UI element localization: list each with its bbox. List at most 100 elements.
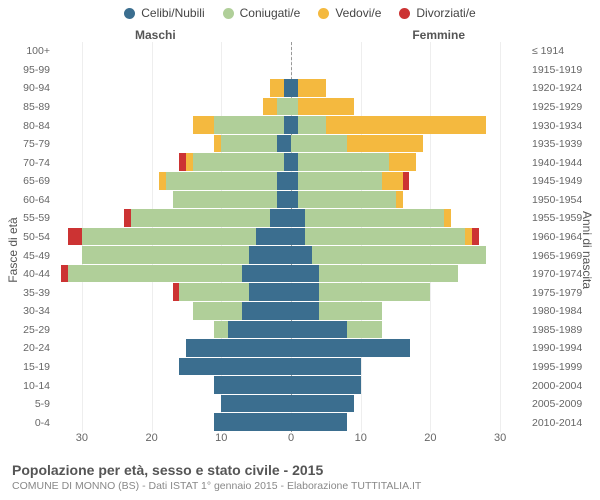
age-row: 85-891925-1929 [54, 98, 528, 117]
age-label: 75-79 [4, 138, 50, 150]
birth-label: ≤ 1914 [532, 45, 592, 57]
seg-married [179, 283, 249, 301]
legend-item: Vedovi/e [318, 6, 381, 20]
age-label: 0-4 [4, 417, 50, 429]
seg-married [131, 209, 270, 227]
seg-single [291, 79, 298, 97]
seg-single [214, 413, 291, 431]
age-label: 15-19 [4, 361, 50, 373]
legend-swatch [318, 8, 329, 19]
seg-married [221, 135, 277, 153]
birth-label: 1935-1939 [532, 138, 592, 150]
age-row: 70-741940-1944 [54, 153, 528, 172]
seg-married [298, 153, 389, 171]
xtick: 20 [424, 432, 436, 444]
seg-widowed [298, 98, 354, 116]
seg-single [291, 209, 305, 227]
seg-married [214, 321, 228, 339]
age-label: 65-69 [4, 175, 50, 187]
age-label: 90-94 [4, 82, 50, 94]
birth-label: 1995-1999 [532, 361, 592, 373]
age-row: 100+≤ 1914 [54, 42, 528, 61]
seg-married [193, 153, 284, 171]
seg-single [291, 153, 298, 171]
seg-widowed [193, 116, 214, 134]
bars-male [54, 339, 291, 357]
plot-area: 100+≤ 191495-991915-191990-941920-192485… [54, 42, 528, 432]
age-row: 90-941920-1924 [54, 79, 528, 98]
seg-single [291, 228, 305, 246]
seg-widowed [347, 135, 424, 153]
seg-married [319, 265, 458, 283]
birth-label: 1980-1984 [532, 305, 592, 317]
seg-divorced [61, 265, 68, 283]
age-row: 60-641950-1954 [54, 191, 528, 210]
bars-female [291, 135, 528, 153]
birth-label: 1950-1954 [532, 194, 592, 206]
seg-widowed [396, 191, 403, 209]
xtick: 30 [494, 432, 506, 444]
bars-female [291, 42, 528, 60]
seg-single [242, 302, 291, 320]
seg-divorced [403, 172, 410, 190]
seg-single [291, 191, 298, 209]
age-label: 5-9 [4, 398, 50, 410]
legend-swatch [399, 8, 410, 19]
legend: Celibi/NubiliConiugati/eVedovi/eDivorzia… [0, 6, 600, 20]
bars-female [291, 209, 528, 227]
age-label: 85-89 [4, 101, 50, 113]
birth-label: 2000-2004 [532, 380, 592, 392]
birth-label: 1990-1994 [532, 342, 592, 354]
bars-female [291, 358, 528, 376]
legend-swatch [223, 8, 234, 19]
age-row: 40-441970-1974 [54, 265, 528, 284]
seg-single [284, 79, 291, 97]
bars-male [54, 395, 291, 413]
birth-label: 2005-2009 [532, 398, 592, 410]
bars-male [54, 265, 291, 283]
bars-female [291, 321, 528, 339]
age-row: 45-491965-1969 [54, 246, 528, 265]
bars-female [291, 376, 528, 394]
age-row: 20-241990-1994 [54, 339, 528, 358]
age-label: 80-84 [4, 120, 50, 132]
seg-married [298, 116, 326, 134]
seg-married [277, 98, 291, 116]
bars-female [291, 61, 528, 79]
bars-male [54, 283, 291, 301]
bars-female [291, 302, 528, 320]
seg-single [179, 358, 291, 376]
birth-label: 1955-1959 [532, 212, 592, 224]
seg-married [312, 246, 486, 264]
bars-female [291, 79, 528, 97]
bars-male [54, 376, 291, 394]
bars-female [291, 191, 528, 209]
seg-single [291, 265, 319, 283]
seg-married [305, 209, 444, 227]
seg-single [291, 246, 312, 264]
bars-female [291, 283, 528, 301]
population-pyramid: Celibi/NubiliConiugati/eVedovi/eDivorzia… [0, 0, 600, 500]
seg-widowed [382, 172, 403, 190]
age-label: 30-34 [4, 305, 50, 317]
seg-widowed [389, 153, 417, 171]
birth-label: 1920-1924 [532, 82, 592, 94]
age-label: 25-29 [4, 324, 50, 336]
seg-married [319, 283, 431, 301]
age-row: 10-142000-2004 [54, 376, 528, 395]
seg-married [298, 191, 396, 209]
age-row: 50-541960-1964 [54, 228, 528, 247]
seg-single [242, 265, 291, 283]
legend-label: Celibi/Nubili [141, 6, 204, 20]
seg-married [291, 98, 298, 116]
seg-single [291, 283, 319, 301]
header-female: Femmine [412, 28, 465, 42]
footer-title: Popolazione per età, sesso e stato civil… [12, 462, 421, 478]
seg-married [305, 228, 465, 246]
seg-single [291, 172, 298, 190]
footer: Popolazione per età, sesso e stato civil… [12, 462, 421, 492]
seg-widowed [270, 79, 284, 97]
seg-divorced [179, 153, 186, 171]
seg-single [249, 283, 291, 301]
bars-male [54, 209, 291, 227]
